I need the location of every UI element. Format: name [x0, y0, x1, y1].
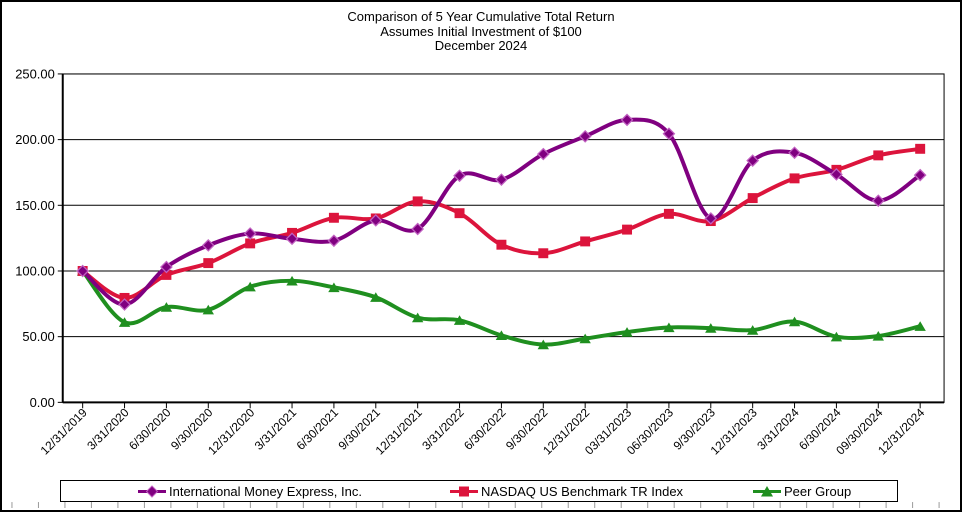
- data-point-triangle: [495, 330, 508, 341]
- data-point-diamond: [536, 147, 550, 161]
- x-tick-label: 3/31/2022: [419, 405, 467, 453]
- x-tick-label: 3/31/2020: [84, 405, 132, 453]
- data-point-diamond: [871, 194, 885, 208]
- title-line-2: Assumes Initial Investment of $100: [380, 23, 582, 39]
- data-point-square: [454, 208, 465, 219]
- data-point-triangle: [579, 333, 591, 344]
- x-tick-label: 6/30/2020: [126, 405, 174, 453]
- x-tick-label: 6/30/2022: [461, 405, 509, 453]
- data-point-square: [203, 258, 214, 269]
- plot-border: [62, 73, 945, 403]
- chart-title: Comparison of 5 Year Cumulative Total Re…: [2, 9, 960, 54]
- chart-legend: International Money Express, Inc. NASDAQ…: [60, 480, 898, 502]
- data-point-diamond: [913, 168, 927, 182]
- data-point-triangle: [621, 327, 633, 337]
- data-point-square: [538, 248, 549, 259]
- data-point-square: [119, 292, 130, 303]
- data-point-triangle: [370, 292, 382, 302]
- series-line-0: [80, 117, 923, 307]
- data-point-diamond: [662, 127, 676, 141]
- data-point-triangle: [286, 275, 298, 286]
- data-point-diamond: [746, 154, 760, 168]
- legend-label: Peer Group: [784, 483, 852, 499]
- data-point-square: [161, 269, 172, 280]
- data-point-diamond: [453, 169, 466, 183]
- data-point-square: [789, 173, 800, 184]
- data-point-diamond: [201, 238, 215, 252]
- data-point-diamond: [118, 298, 131, 311]
- data-point-diamond: [369, 214, 383, 227]
- data-point-triangle: [202, 304, 214, 315]
- y-tick-label: 100.00: [15, 263, 55, 278]
- series-line-1: [80, 146, 923, 300]
- y-tick-label: 250.00: [15, 66, 55, 81]
- data-point-triangle: [453, 315, 466, 325]
- data-point-diamond: [76, 264, 90, 278]
- data-point-diamond: [495, 173, 508, 187]
- x-tick-label: 6/30/2021: [294, 405, 342, 453]
- data-point-triangle: [328, 282, 340, 293]
- data-point-square: [245, 238, 256, 249]
- data-point-square: [622, 224, 633, 235]
- green-triangle-line-icon: [753, 485, 781, 496]
- data-point-triangle: [118, 317, 131, 327]
- y-tick-label: 0.00: [30, 395, 55, 410]
- data-point-triangle: [411, 312, 424, 323]
- data-point-diamond: [704, 212, 718, 225]
- data-point-triangle: [746, 325, 759, 335]
- data-point-square: [412, 196, 423, 207]
- y-tick-label: 200.00: [15, 132, 55, 147]
- legend-item-nasdaq: NASDAQ US Benchmark TR Index: [449, 481, 683, 501]
- data-point-square: [663, 208, 674, 219]
- data-point-triangle: [914, 321, 926, 331]
- data-point-diamond: [788, 146, 801, 160]
- x-tick-label: 3/31/2024: [754, 405, 802, 453]
- data-point-triangle: [705, 323, 717, 333]
- data-point-triangle: [160, 302, 173, 312]
- red-square-line-icon: [450, 486, 478, 496]
- x-tick-label: 12/31/2019: [38, 405, 90, 457]
- data-point-diamond: [327, 234, 341, 248]
- data-point-triangle: [872, 331, 884, 341]
- purple-diamond-line-icon: [138, 484, 166, 498]
- y-tick-label: 150.00: [15, 198, 55, 213]
- data-point-square: [915, 143, 926, 154]
- data-point-triangle: [788, 316, 801, 327]
- title-line-1: Comparison of 5 Year Cumulative Total Re…: [347, 9, 615, 24]
- data-point-diamond: [285, 232, 299, 246]
- data-point-square: [747, 193, 758, 204]
- data-point-triangle: [830, 331, 843, 342]
- data-point-diamond: [830, 168, 843, 181]
- title-line-3: December 2024: [434, 38, 528, 53]
- y-tick-label: 50.00: [22, 329, 54, 344]
- data-point-diamond: [578, 129, 592, 143]
- x-tick-label: 3/31/2021: [252, 405, 300, 453]
- data-point-triangle: [244, 281, 256, 292]
- data-point-diamond: [620, 113, 634, 127]
- data-point-triangle: [537, 339, 549, 350]
- data-point-diamond: [411, 222, 425, 236]
- data-point-square: [580, 236, 591, 247]
- data-point-square: [496, 239, 507, 250]
- legend-item-imxi: International Money Express, Inc.: [137, 481, 362, 501]
- data-point-square: [328, 212, 339, 223]
- legend-item-peer-group: Peer Group: [752, 481, 851, 501]
- data-point-diamond: [160, 260, 173, 274]
- legend-label: NASDAQ US Benchmark TR Index: [481, 483, 684, 499]
- data-point-square: [873, 150, 884, 161]
- data-point-diamond: [243, 227, 257, 240]
- data-point-triangle: [663, 322, 675, 333]
- legend-label: International Money Express, Inc.: [169, 483, 362, 499]
